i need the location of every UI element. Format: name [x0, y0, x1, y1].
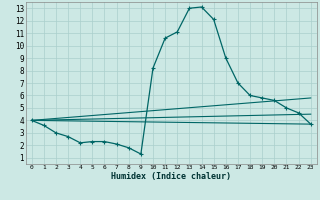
X-axis label: Humidex (Indice chaleur): Humidex (Indice chaleur)	[111, 172, 231, 181]
